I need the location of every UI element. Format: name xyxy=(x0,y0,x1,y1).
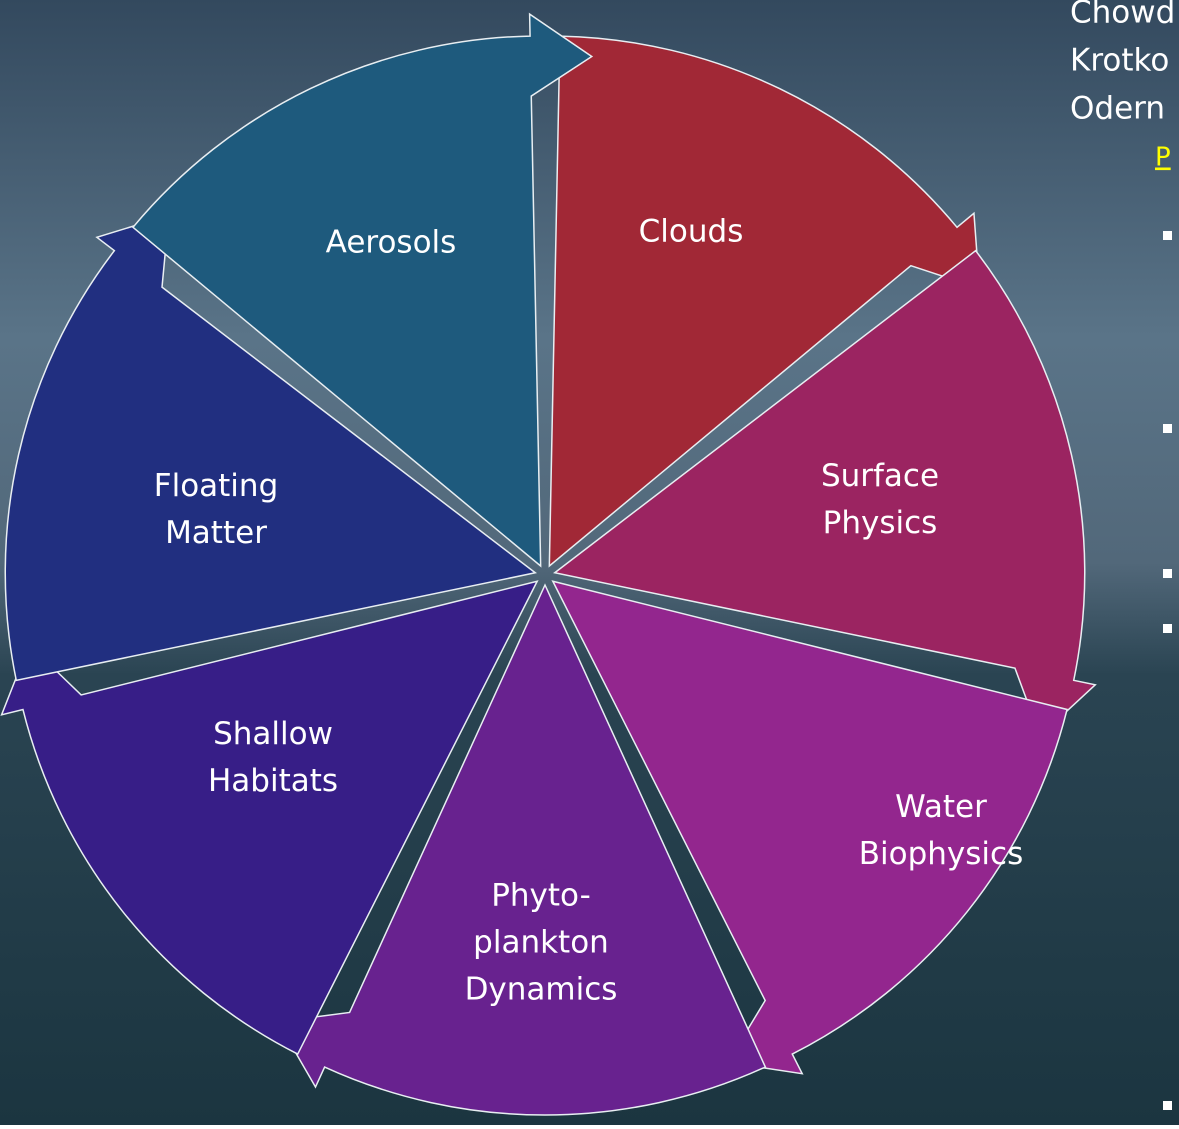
segment-label: Dynamics xyxy=(465,972,618,1008)
segment xyxy=(131,12,594,568)
segment-label: Matter xyxy=(165,515,267,551)
segment-label: Water xyxy=(895,789,987,825)
segment xyxy=(551,580,1068,1075)
side-line: Krotko xyxy=(1070,43,1169,79)
segment-label: Floating xyxy=(154,468,279,504)
segment xyxy=(276,583,767,1116)
bullets xyxy=(1163,231,1172,1110)
segment xyxy=(0,580,539,1056)
side-heading: P xyxy=(1155,143,1171,173)
cycle: Clouds Surface Physics Water Biophysics Phyto… xyxy=(0,12,1097,1116)
segment-label: Habitats xyxy=(208,763,338,799)
segment-label: Biophysics xyxy=(859,836,1023,872)
segment xyxy=(552,249,1097,738)
segment-label: plankton xyxy=(473,925,609,961)
segment-label: Surface xyxy=(821,458,939,494)
segment-label: Clouds xyxy=(639,214,744,250)
segment xyxy=(4,214,538,682)
segment-label: Aerosols xyxy=(326,225,457,261)
segment-label: Shallow xyxy=(213,716,333,752)
side-text: Chowd Krotko Odern P xyxy=(1070,0,1175,173)
side-line: Odern xyxy=(1070,91,1165,127)
segment-label: Phyto- xyxy=(491,878,591,914)
segment xyxy=(548,35,981,568)
segment-label: Physics xyxy=(823,505,938,541)
side-line: Chowd xyxy=(1070,0,1175,31)
